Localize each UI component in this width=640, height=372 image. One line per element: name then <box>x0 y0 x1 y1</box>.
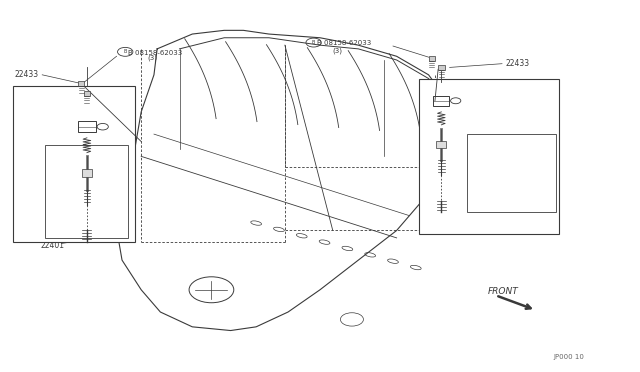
Bar <box>45 145 129 238</box>
Text: (3): (3) <box>148 55 157 61</box>
Text: 22401: 22401 <box>461 198 484 207</box>
Bar <box>438 65 445 70</box>
Bar <box>13 86 135 241</box>
Bar <box>433 96 449 106</box>
Bar <box>429 55 435 61</box>
Text: 22401: 22401 <box>40 241 64 250</box>
Text: 22433: 22433 <box>15 70 39 79</box>
Text: 22465: 22465 <box>505 144 529 153</box>
Bar <box>78 121 96 132</box>
Text: 22465: 22465 <box>15 178 39 187</box>
Text: 22433: 22433 <box>505 59 529 68</box>
Text: 22433+A: 22433+A <box>489 96 525 105</box>
Text: 22468: 22468 <box>15 144 39 153</box>
Text: 22468: 22468 <box>461 117 484 126</box>
Text: (3): (3) <box>333 48 343 54</box>
Bar <box>436 141 447 148</box>
Text: JP000 10: JP000 10 <box>553 354 584 360</box>
Text: B: B <box>124 49 127 54</box>
Bar <box>82 169 92 177</box>
Text: B: B <box>312 40 316 45</box>
Text: 22433+A: 22433+A <box>15 122 51 131</box>
Text: B 08158-62033: B 08158-62033 <box>129 49 182 55</box>
Bar <box>467 134 556 212</box>
Bar <box>419 78 559 234</box>
Bar <box>84 91 90 96</box>
Text: FRONT: FRONT <box>487 287 518 296</box>
Text: B 08158-62033: B 08158-62033 <box>317 40 371 46</box>
Bar <box>78 81 84 86</box>
